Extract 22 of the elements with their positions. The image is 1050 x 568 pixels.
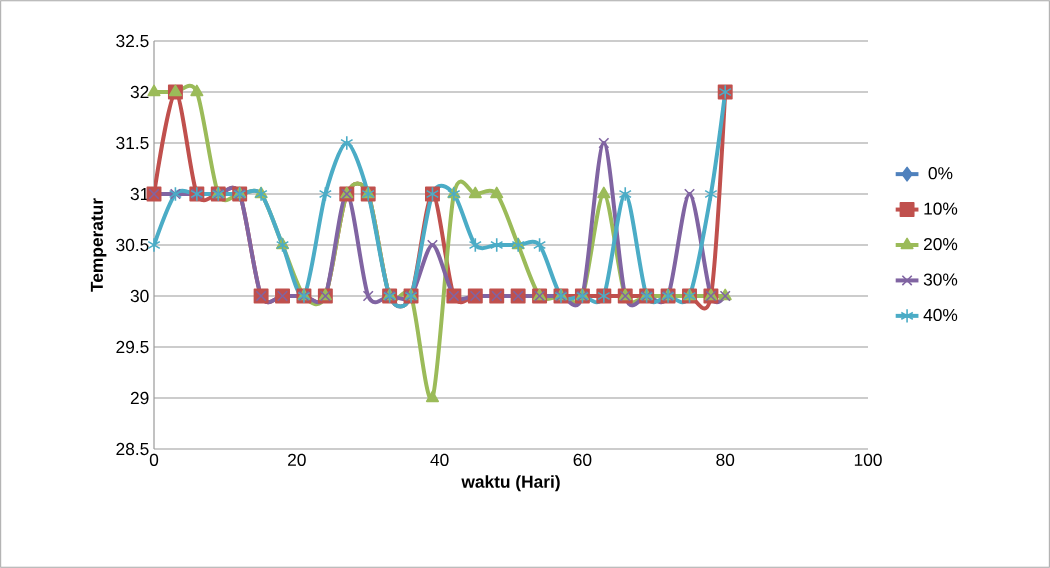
y-tick-label: 29	[130, 391, 149, 405]
y-tick-label: 28.5	[116, 442, 149, 456]
y-tick-label: 30.5	[116, 238, 149, 252]
x-tick-label: 0	[149, 453, 159, 466]
y-tick-label: 32	[130, 85, 149, 99]
x-tick-label: 20	[288, 453, 306, 466]
legend-label: 0%	[928, 167, 953, 180]
x-tick-label: 40	[430, 453, 449, 466]
x-tick-label: 80	[716, 453, 735, 466]
y-tick-label: 32.5	[116, 34, 149, 48]
legend-label: 20%	[924, 237, 958, 251]
legend-label: 40%	[923, 308, 958, 322]
x-tick-label: 100	[854, 453, 882, 466]
legend-label: 30%	[923, 273, 958, 286]
legend-label: 10%	[924, 202, 958, 215]
y-tick-label: 30	[130, 289, 149, 303]
y-tick-label: 31.5	[116, 136, 149, 150]
x-axis-title: waktu (Hari)	[461, 475, 560, 492]
y-axis-title: Temperatur	[90, 198, 107, 292]
y-tick-label: 29.5	[116, 340, 149, 354]
y-tick-label: 31	[130, 187, 149, 201]
x-tick-label: 60	[573, 453, 592, 466]
